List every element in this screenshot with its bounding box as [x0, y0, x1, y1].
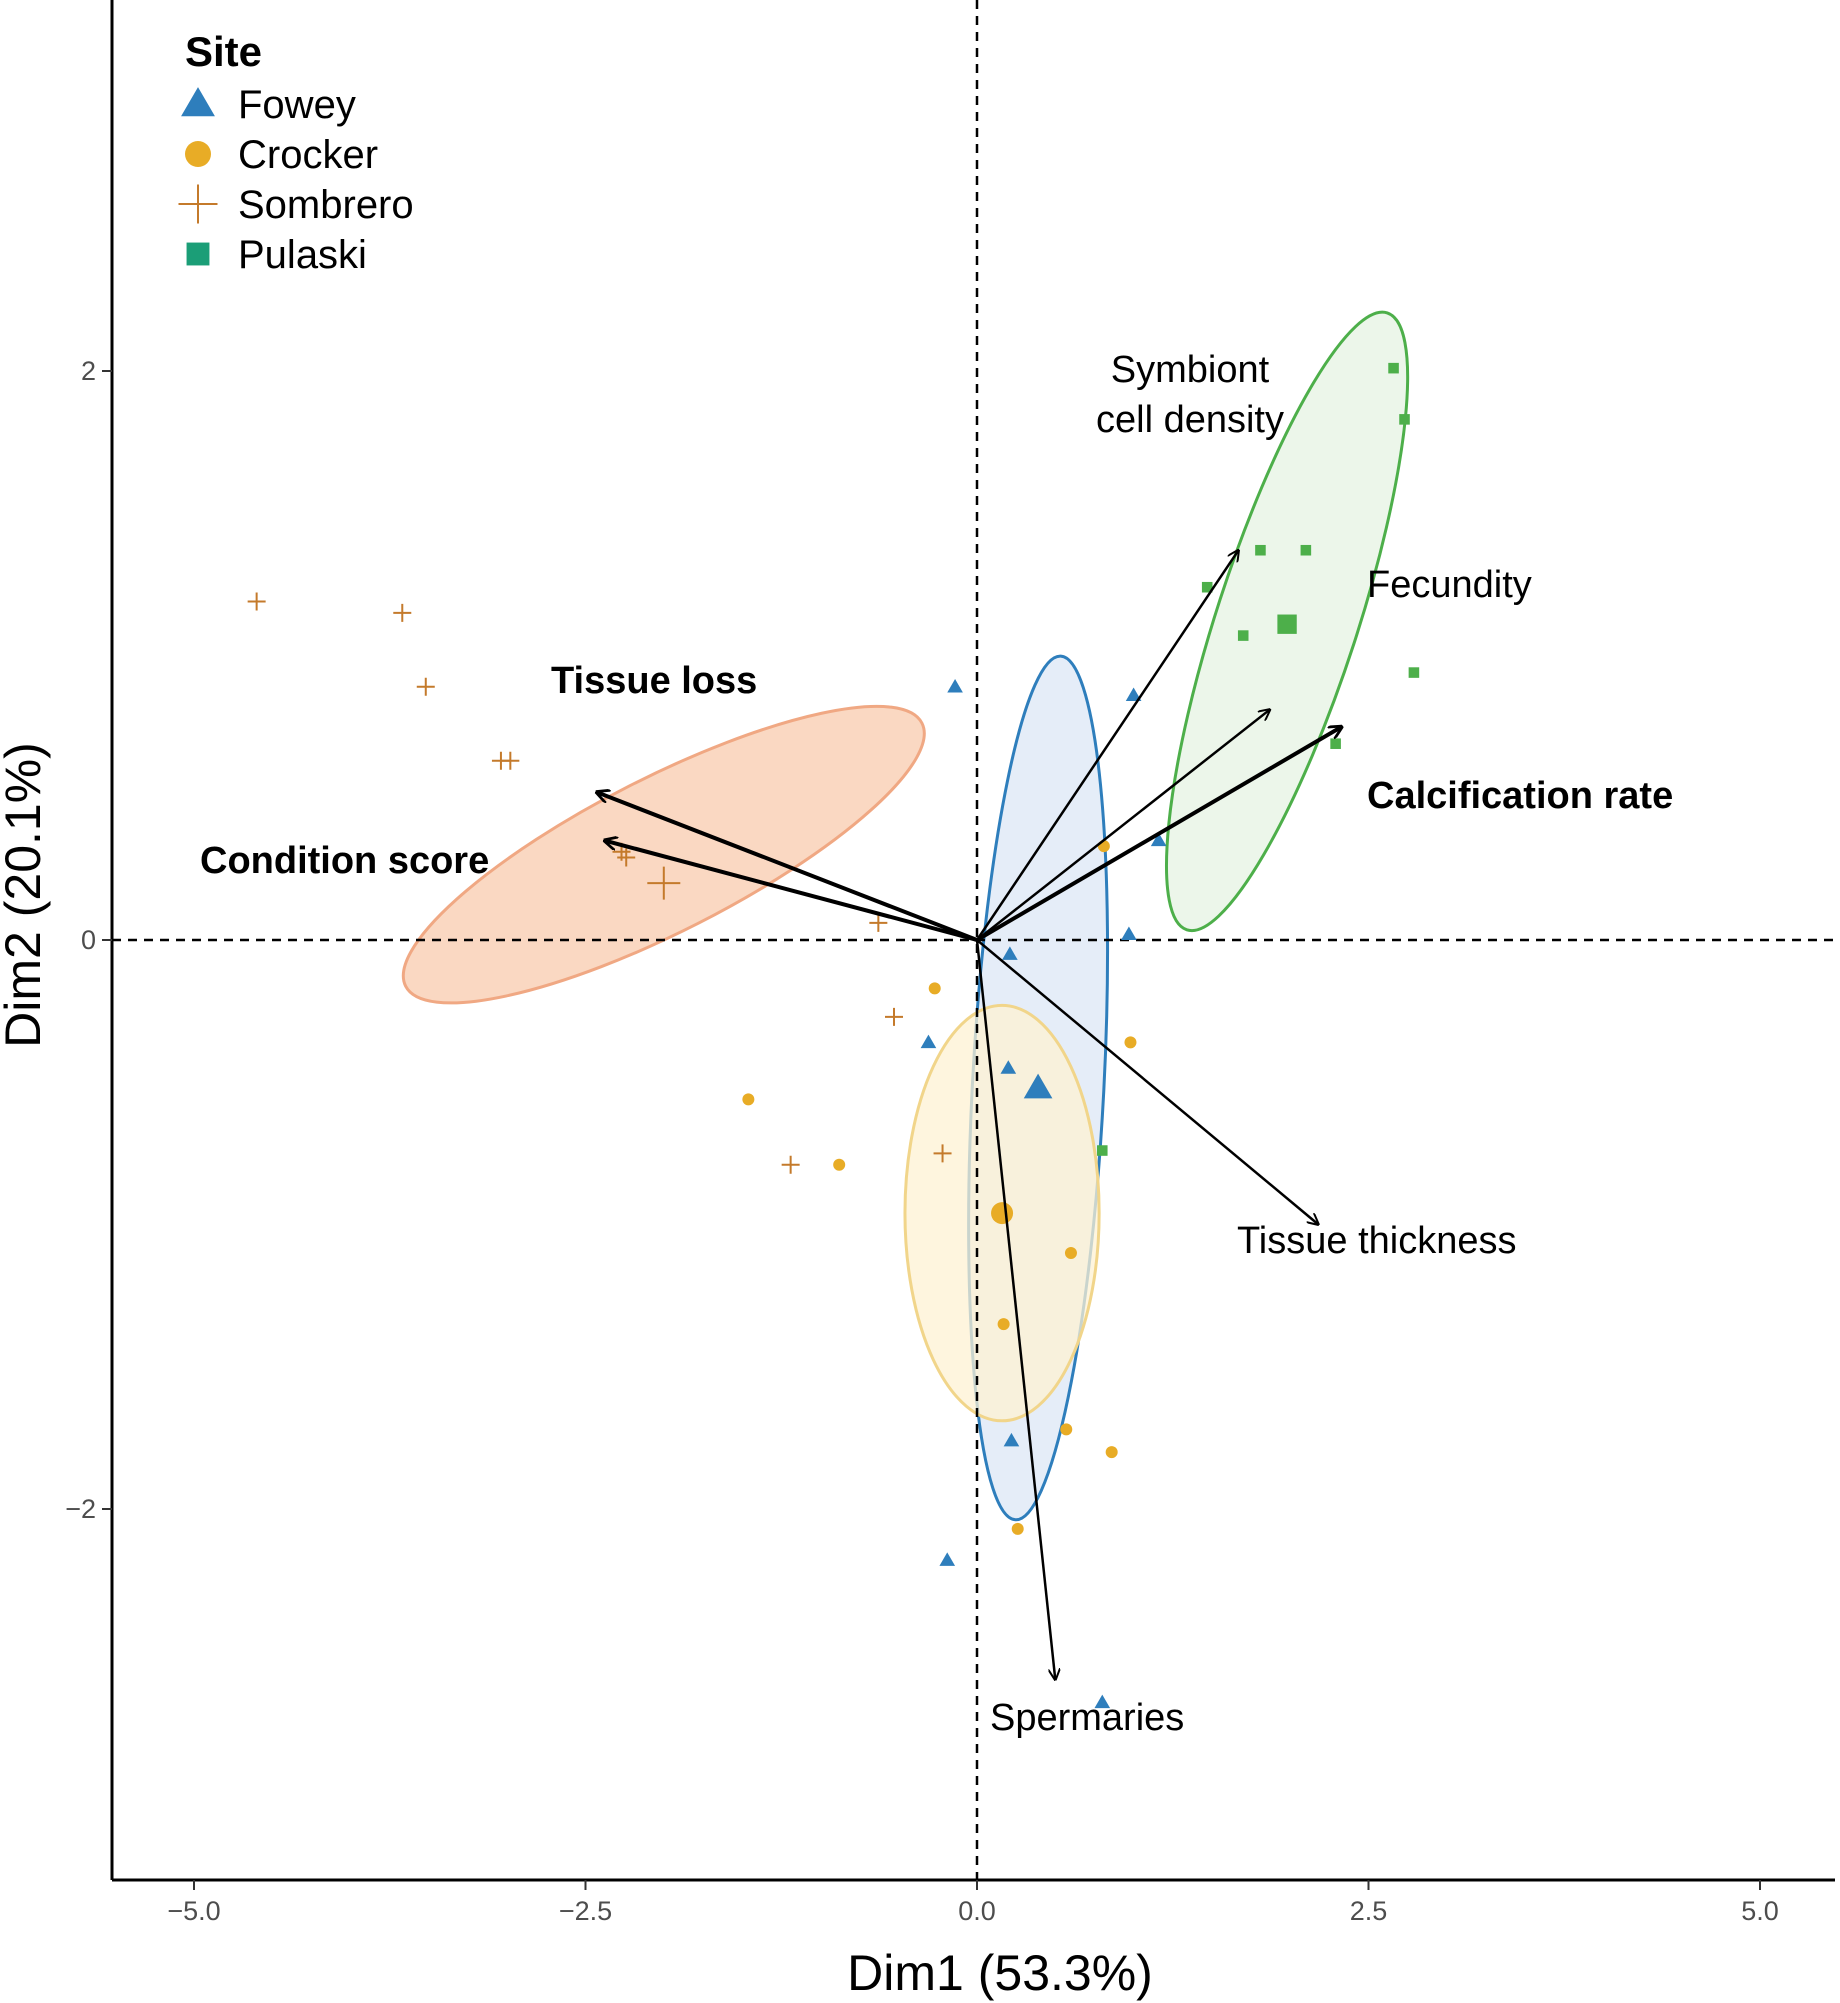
- loading-label-line: Tissue loss: [551, 660, 757, 702]
- legend-title: Site: [185, 28, 262, 75]
- loading-arrow-tissue-thickness: [976, 939, 1318, 1225]
- point-fowey-2: [1125, 687, 1142, 701]
- x-tick-label: −5.0: [167, 1896, 220, 1926]
- loading-arrow-condition-score: [604, 840, 978, 942]
- loading-arrow-symbiont-cell-density: [975, 550, 1239, 941]
- loading-arrow-spermaries: [975, 939, 1055, 1680]
- loading-arrow-tissue-loss: [596, 792, 978, 942]
- centroid-pulaski: [1277, 614, 1297, 634]
- point-sombrero-9: [885, 1007, 904, 1026]
- legend-label-sombrero: Sombrero: [238, 183, 414, 227]
- loading-label-line: Symbiont: [1111, 349, 1270, 391]
- point-crocker-2: [928, 982, 941, 995]
- centroid-crocker: [991, 1202, 1014, 1225]
- loading-label-line: Fecundity: [1367, 564, 1532, 606]
- x-tick-label: 0.0: [958, 1896, 996, 1926]
- loading-labels: Symbiont cell density Fecundity Calcificati…: [200, 349, 1673, 1739]
- point-sombrero-5: [501, 751, 520, 770]
- loading-label-line: Calcification rate: [1367, 775, 1673, 817]
- point-pulaski-6: [1237, 630, 1249, 641]
- y-axis-title: Dim2 (20.1%): [0, 742, 51, 1048]
- point-fowey-10: [1094, 1694, 1111, 1709]
- loading-label-fecundity: Fecundity: [1367, 564, 1532, 606]
- point-crocker-6: [1064, 1246, 1077, 1259]
- point-crocker-8: [1060, 1423, 1073, 1436]
- point-pulaski-3: [1255, 544, 1266, 556]
- point-pulaski-9: [1097, 1145, 1108, 1156]
- loading-label-line: Condition score: [200, 840, 489, 882]
- loading-label-tissue-thickness: Tissue thickness: [1237, 1220, 1516, 1262]
- point-fowey-3: [1150, 832, 1167, 847]
- point-sombrero-11: [933, 1144, 952, 1163]
- loading-label-symbiont-cell-density: Symbiont cell density: [1096, 349, 1284, 441]
- y-tick-label: −2: [65, 1494, 96, 1524]
- centroid-sombrero: [647, 866, 681, 900]
- x-tick-label: −2.5: [559, 1896, 612, 1926]
- point-fowey-5: [1002, 946, 1018, 960]
- data-points: [247, 362, 1420, 1709]
- point-crocker-3: [1124, 1036, 1137, 1049]
- point-pulaski-4: [1300, 544, 1312, 556]
- legend-key-pulaski: [186, 242, 210, 266]
- loading-arrows: [596, 550, 1341, 1679]
- point-pulaski-1: [1388, 362, 1399, 374]
- point-crocker-4: [742, 1093, 755, 1106]
- point-pulaski-8: [1330, 738, 1341, 749]
- point-fowey-1: [947, 678, 963, 693]
- loading-label-line: Spermaries: [990, 1697, 1184, 1739]
- loading-arrow-fecundity: [976, 710, 1270, 941]
- confidence-ellipses: [401, 310, 1410, 1522]
- legend-key-fowey: [181, 87, 215, 117]
- legend-key-sombrero: [178, 184, 218, 224]
- point-sombrero-10: [781, 1155, 800, 1174]
- x-tick-label: 5.0: [1741, 1896, 1779, 1926]
- point-crocker-5: [833, 1158, 846, 1171]
- legend: Site Fowey Crocker Sombrero Pulaski: [178, 28, 414, 277]
- legend-label-crocker: Crocker: [238, 133, 378, 177]
- loading-label-spermaries: Spermaries: [990, 1697, 1184, 1739]
- point-pulaski-2: [1399, 414, 1410, 425]
- point-pulaski-7: [1408, 667, 1420, 678]
- legend-key-crocker: [185, 141, 211, 167]
- loading-label-calcification-rate: Calcification rate: [1367, 775, 1673, 817]
- x-axis-title: Dim1 (53.3%): [847, 1945, 1153, 2001]
- legend-label-fowey: Fowey: [238, 83, 356, 127]
- point-fowey-4: [1121, 926, 1137, 940]
- y-tick-label: 2: [81, 356, 96, 386]
- point-sombrero-1: [247, 592, 266, 611]
- legend-label-pulaski: Pulaski: [238, 233, 367, 277]
- loading-label-tissue-loss: Tissue loss: [551, 660, 757, 702]
- point-sombrero-7: [617, 848, 636, 867]
- point-pulaski-5: [1201, 581, 1213, 593]
- loading-label-line: cell density: [1096, 399, 1284, 441]
- x-tick-label: 2.5: [1350, 1896, 1388, 1926]
- point-sombrero-2: [393, 603, 412, 622]
- point-crocker-10: [1011, 1522, 1024, 1535]
- point-fowey-6: [920, 1034, 937, 1049]
- loading-arrow-calcification-rate: [975, 727, 1342, 942]
- point-fowey-9: [939, 1552, 956, 1566]
- point-sombrero-8: [869, 913, 888, 932]
- loading-label-condition-score: Condition score: [200, 840, 489, 882]
- point-sombrero-3: [416, 677, 435, 696]
- y-tick-label: 0: [81, 925, 96, 955]
- point-crocker-9: [1105, 1446, 1118, 1459]
- point-fowey-7: [1000, 1060, 1017, 1074]
- centroid-fowey: [1023, 1073, 1053, 1099]
- point-fowey-8: [1003, 1432, 1020, 1447]
- point-crocker-7: [997, 1318, 1010, 1331]
- loading-label-line: Tissue thickness: [1237, 1220, 1516, 1262]
